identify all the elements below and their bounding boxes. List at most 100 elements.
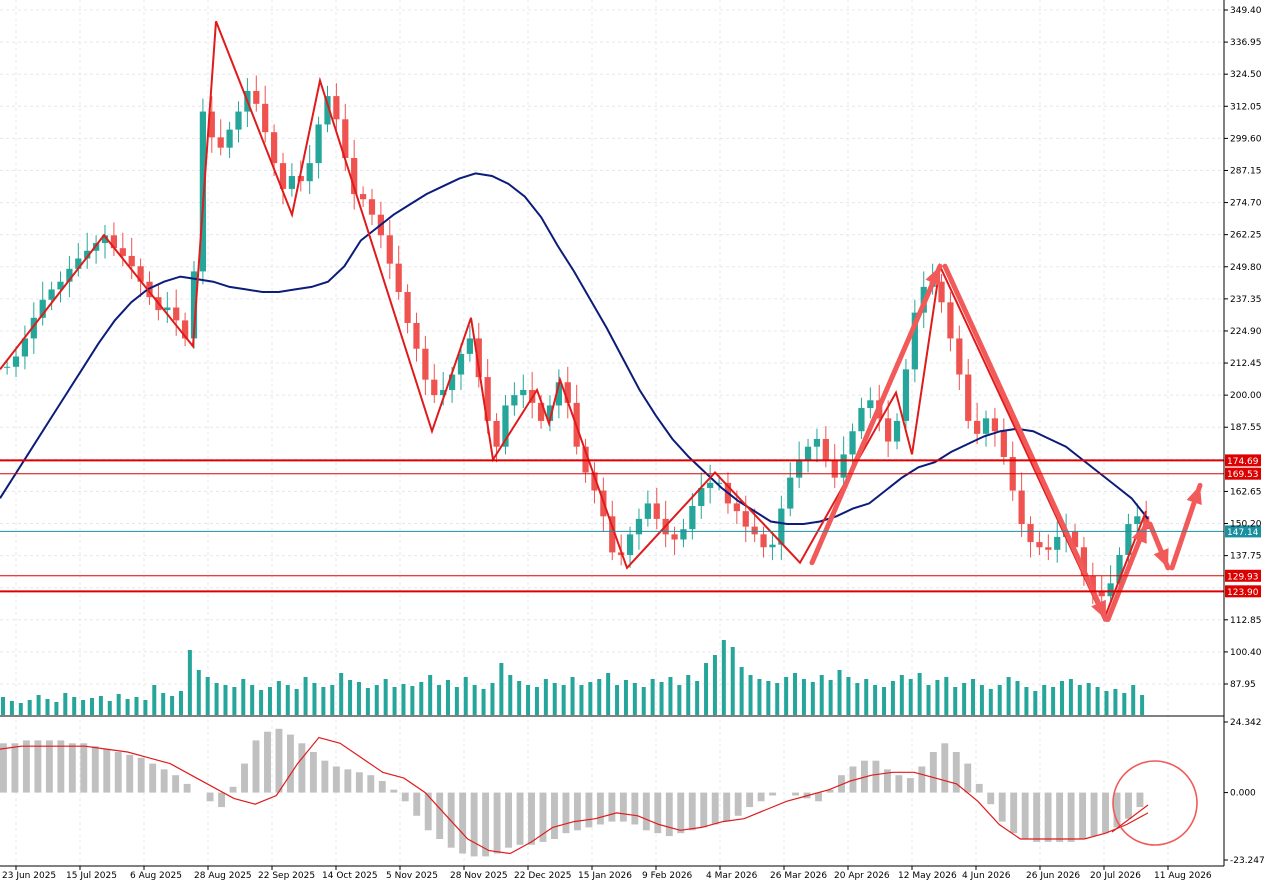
macd-histogram-bar — [596, 792, 604, 825]
macd-histogram-bar — [1090, 792, 1098, 837]
candle-body — [671, 534, 678, 540]
price-tick-label: 299.60 — [1230, 134, 1262, 144]
candle-body — [956, 338, 963, 375]
volume-bar — [445, 680, 450, 715]
volume-bar — [178, 691, 183, 715]
candle-body — [1027, 524, 1034, 543]
horizontal-levels[interactable]: 174.69 169.53 147.14 129.93 123.90 — [0, 454, 1261, 598]
candle-body — [368, 199, 376, 215]
candle-body — [1107, 583, 1114, 597]
candle-body — [1036, 542, 1043, 548]
chart-frame — [0, 0, 1225, 867]
candle-body — [48, 289, 55, 300]
volume-bar — [721, 640, 726, 715]
candle-body — [982, 418, 990, 434]
volume-bar — [534, 687, 539, 715]
candle-body — [1054, 536, 1061, 550]
macd-histogram-bar — [941, 743, 949, 793]
macd-histogram-bar — [344, 769, 352, 793]
candle-body — [885, 418, 892, 442]
candle-body — [351, 157, 358, 195]
volume-bar — [650, 679, 655, 715]
time-tick-label: 22 Dec 2025 — [514, 871, 572, 881]
candle-body — [493, 420, 500, 447]
volume-bar — [161, 693, 166, 715]
macd-histogram-bar — [998, 792, 1006, 822]
macd-histogram-bar — [68, 743, 76, 793]
volume-bar — [882, 687, 887, 715]
candle-body — [537, 402, 545, 421]
candle-body — [315, 124, 322, 164]
candle-body — [110, 235, 118, 249]
macd-histogram-bar — [137, 757, 145, 793]
volume-bar — [1042, 685, 1047, 715]
forecast-arrows — [809, 263, 1203, 622]
macd-histogram-bar — [206, 792, 214, 802]
candle-body — [226, 129, 233, 148]
macd-histogram-bar — [241, 763, 248, 793]
volume-bar — [9, 701, 14, 715]
level-tag — [1225, 454, 1261, 467]
volume-bar — [1104, 691, 1109, 715]
candle-body — [760, 534, 767, 548]
volume-bar — [259, 690, 264, 715]
volume-bar — [241, 679, 246, 715]
level-tag — [1225, 569, 1261, 582]
macd-histogram-bar — [883, 769, 891, 793]
macd-histogram-bar — [619, 792, 627, 822]
macd-histogram-bar — [528, 792, 535, 845]
candle-body — [1080, 547, 1088, 576]
volume-bar — [1068, 679, 1073, 715]
time-tick-label: 20 Jul 2026 — [1090, 871, 1141, 881]
macd-histogram-bar — [287, 734, 294, 793]
price-tick-label: 137.75 — [1230, 552, 1262, 562]
price-tick-label: 150.20 — [1230, 520, 1262, 530]
level-tag-label: 147.14 — [1227, 528, 1259, 538]
candle-body — [1018, 490, 1025, 525]
candle-body — [591, 472, 598, 491]
candle-body — [831, 459, 838, 478]
candle-body — [359, 194, 367, 200]
volume-bar — [490, 683, 495, 715]
volume-bar — [730, 647, 735, 715]
volume-bar — [908, 679, 913, 715]
volume-bar — [739, 667, 744, 715]
candle-body — [128, 255, 135, 267]
candle-body — [902, 369, 910, 421]
volume-bar — [116, 694, 121, 715]
candle-body — [484, 377, 491, 421]
macd-histogram-bar — [22, 740, 30, 793]
price-axis: 349.40 336.95 324.50 312.05 299.60 287.15 274.… — [1224, 6, 1262, 690]
volume-bar — [543, 679, 548, 715]
volume-bar — [579, 685, 584, 715]
macd-histogram-bar — [688, 792, 696, 831]
volume-bar — [267, 687, 272, 715]
candle-body — [1045, 547, 1052, 550]
candle-body — [1125, 524, 1132, 555]
volume-bar — [917, 673, 922, 715]
volume-bar — [1033, 691, 1038, 715]
forecast-arrow-shaft — [942, 263, 1109, 622]
candle-body — [39, 299, 46, 318]
candle-body — [333, 96, 340, 120]
volume-bar — [18, 703, 23, 715]
level-tag-label: 129.93 — [1227, 572, 1259, 582]
time-tick-label: 20 Apr 2026 — [834, 871, 890, 881]
forecast-arrow-shaft — [809, 263, 943, 566]
macd-histogram-bar — [11, 743, 19, 793]
candle-body — [769, 544, 776, 548]
price-tick-label: 262.25 — [1230, 231, 1262, 241]
macd-histogram-bar — [91, 746, 99, 793]
volume-bar — [766, 681, 771, 715]
volume-bar — [988, 689, 993, 715]
volume-bar — [1077, 685, 1082, 715]
volume-bar — [1006, 677, 1011, 715]
volume-bar — [819, 675, 824, 715]
candle-body — [707, 482, 714, 488]
macd-histogram-bar — [849, 766, 857, 793]
candle-body — [742, 511, 749, 527]
macd-histogram-bar — [975, 783, 983, 793]
volume-bar — [623, 680, 628, 715]
volume-bar — [552, 683, 557, 715]
